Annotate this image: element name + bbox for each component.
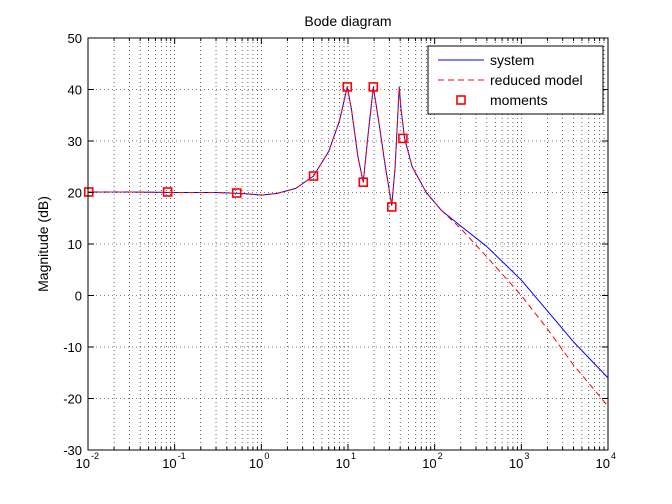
moment-marker <box>231 188 242 198</box>
x-tick-label-exponent: -1 <box>178 451 186 461</box>
x-tick-label-base: 10 <box>76 456 90 471</box>
legend-swatch-moments <box>456 95 466 105</box>
x-tick-label-exponent: 0 <box>264 451 269 461</box>
x-tick-label-exponent: 3 <box>524 451 529 461</box>
legend-label-moments: moments <box>490 92 548 108</box>
x-tick-label-base: 10 <box>336 456 350 471</box>
y-tick-label: 30 <box>68 134 82 149</box>
y-tick-label: 10 <box>68 237 82 252</box>
moment-marker <box>386 202 397 212</box>
marker-layer <box>83 82 408 212</box>
x-tick-label: 10 3 <box>509 451 529 471</box>
x-tick-label: 10 2 <box>422 451 442 471</box>
y-tick-label: -30 <box>63 443 82 458</box>
x-tick-label-base: 10 <box>422 456 436 471</box>
moment-marker <box>308 171 319 181</box>
moment-marker <box>398 133 408 144</box>
x-tick-label: 10 1 <box>336 451 356 471</box>
chart-title: Bode diagram <box>304 13 391 29</box>
x-tick-label: 10 4 <box>596 451 616 471</box>
x-tick-label-base: 10 <box>596 456 610 471</box>
moment-marker <box>162 187 173 197</box>
tick-marks <box>87 37 608 451</box>
x-tick-label-exponent: 2 <box>438 451 443 461</box>
x-tick-label-base: 10 <box>509 456 523 471</box>
moment-marker <box>342 82 353 92</box>
y-tick-label: 40 <box>68 83 82 98</box>
y-axis-label: Magnitude (dB) <box>35 196 51 292</box>
y-tick-label: 50 <box>68 31 82 46</box>
x-tick-label: 10 -2 <box>76 451 99 471</box>
legend: system reduced model moments <box>427 45 604 115</box>
moment-marker <box>368 82 379 92</box>
x-tick-label: 10 -1 <box>162 451 185 471</box>
moment-marker <box>83 187 94 197</box>
moment-marker <box>358 177 369 187</box>
x-tick-label-exponent: 4 <box>611 451 616 461</box>
x-tick-label-base: 10 <box>162 456 176 471</box>
x-tick-label-exponent: -2 <box>91 451 99 461</box>
y-tick-label: 20 <box>68 186 82 201</box>
x-tick-label: 10 0 <box>249 451 269 471</box>
y-tick-label: 0 <box>75 289 82 304</box>
y-tick-label: -10 <box>63 340 82 355</box>
series-layer <box>88 86 609 407</box>
legend-label-reduced-model: reduced model <box>490 72 583 88</box>
x-tick-label-exponent: 1 <box>351 451 356 461</box>
y-tick-label: -20 <box>63 392 82 407</box>
x-tick-label-base: 10 <box>249 456 263 471</box>
legend-label-system: system <box>490 52 534 68</box>
series-line-reduced-model <box>88 86 609 407</box>
